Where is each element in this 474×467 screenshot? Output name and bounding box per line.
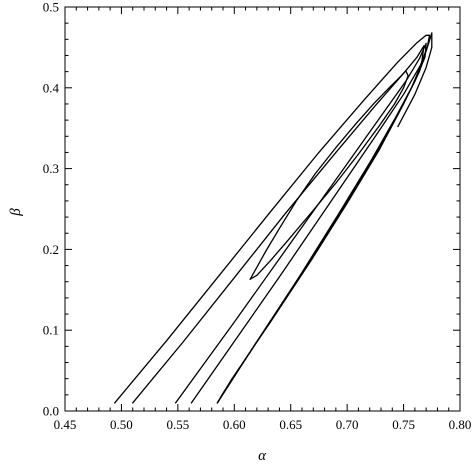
y-tick-label: 0.1 [43,323,59,338]
x-tick-label: 0.45 [54,417,77,432]
contour-line-3 [114,34,431,404]
x-tick-label: 0.55 [166,417,189,432]
x-tick-labels: 0.45 0.50 0.55 0.60 0.65 0.70 0.75 0.80 [54,417,472,432]
y-tick-label: 0.4 [43,80,60,95]
x-tick-label: 0.70 [336,417,359,432]
x-tick-label: 0.75 [392,417,415,432]
contour-line-5 [190,32,433,404]
x-tick-label: 0.60 [223,417,246,432]
y-tick-label: 0.2 [43,242,59,257]
plot-frame [64,6,461,412]
y-axis-label: β [8,208,24,217]
y-tick-label: 0.5 [43,0,59,15]
y-tick-label: 0.0 [43,404,59,419]
x-axis-label: α [258,448,267,464]
contour-line-4 [174,42,427,404]
x-tick-label: 0.65 [279,417,302,432]
x-tick-label: 0.80 [449,417,472,432]
y-tick-label: 0.3 [43,161,59,176]
contour-lines [114,32,433,404]
x-tick-label: 0.50 [110,417,133,432]
y-tick-labels: 0.0 0.1 0.2 0.3 0.4 0.5 [43,0,60,419]
